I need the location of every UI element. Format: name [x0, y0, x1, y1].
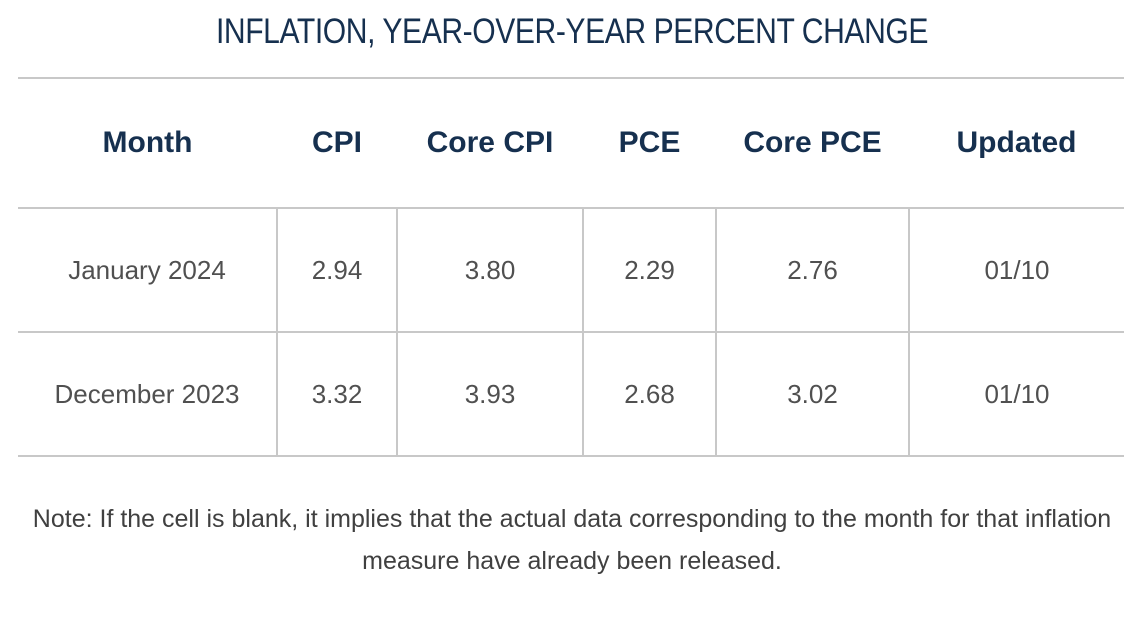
- table-header: Month CPI Core CPI PCE Core PCE Updated: [18, 77, 1124, 209]
- cell-core-cpi: 3.80: [396, 208, 583, 333]
- cell-month: January 2024: [18, 208, 277, 333]
- header-row: Month CPI Core CPI PCE Core PCE Updated: [18, 77, 1124, 209]
- cell-pce: 2.68: [582, 332, 716, 457]
- cell-cpi: 2.94: [276, 208, 397, 333]
- column-header-updated: Updated: [909, 77, 1124, 209]
- cell-core-cpi: 3.93: [396, 332, 583, 457]
- page-title: INFLATION, YEAR-OVER-YEAR PERCENT CHANGE: [215, 12, 929, 51]
- inflation-table: Month CPI Core CPI PCE Core PCE Updated …: [18, 77, 1124, 457]
- cell-cpi: 3.32: [276, 332, 397, 457]
- table-body: January 2024 2.94 3.80 2.29 2.76 01/10 D…: [18, 208, 1124, 457]
- column-header-month: Month: [18, 77, 277, 209]
- table-note: Note: If the cell is blank, it implies t…: [32, 505, 1112, 575]
- cell-pce: 2.29: [582, 208, 716, 333]
- column-header-core-pce: Core PCE: [716, 77, 909, 209]
- column-header-core-cpi: Core CPI: [397, 77, 583, 209]
- inflation-table-container: Month CPI Core CPI PCE Core PCE Updated …: [18, 77, 1124, 457]
- cell-core-pce: 3.02: [715, 332, 909, 457]
- column-header-cpi: CPI: [277, 77, 397, 209]
- cell-updated: 01/10: [908, 208, 1124, 333]
- table-row: January 2024 2.94 3.80 2.29 2.76 01/10: [18, 208, 1124, 333]
- cell-updated: 01/10: [908, 332, 1124, 457]
- cell-month: December 2023: [18, 332, 277, 457]
- cell-core-pce: 2.76: [715, 208, 909, 333]
- column-header-pce: PCE: [583, 77, 716, 209]
- table-row: December 2023 3.32 3.93 2.68 3.02 01/10: [18, 332, 1124, 457]
